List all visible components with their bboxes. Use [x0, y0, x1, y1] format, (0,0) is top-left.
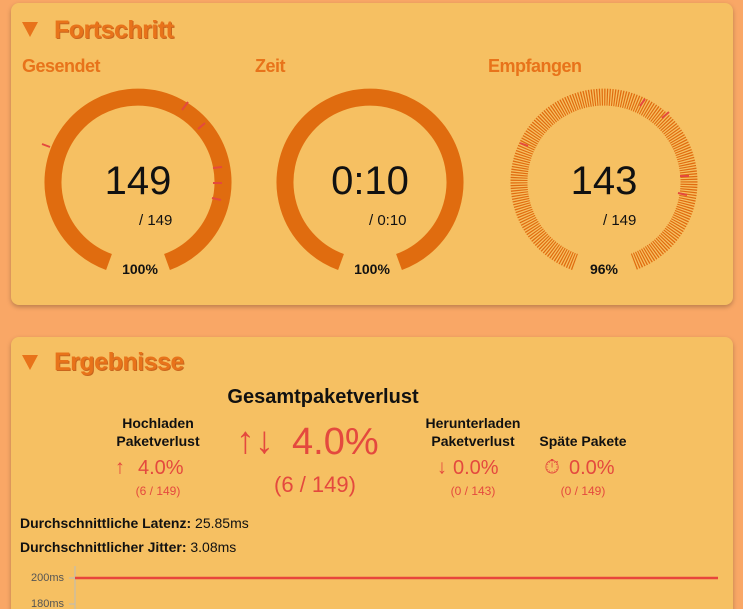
y-tick-label: 200ms	[31, 572, 65, 584]
gauge-label: Empfangen	[488, 56, 582, 76]
value: 25.85ms	[195, 515, 249, 531]
section-title: Ergebnisse	[54, 348, 184, 376]
late-count: (0 / 149)	[560, 484, 606, 498]
gauge-total: / 149	[139, 212, 173, 229]
gauge-total: / 149	[603, 212, 637, 229]
gauge-arcs	[44, 88, 698, 270]
gauge-label: Zeit	[255, 56, 286, 76]
value: 3.08ms	[190, 539, 237, 555]
down-arrow: ↓	[437, 456, 447, 478]
total-loss-value: 4.0%	[292, 421, 379, 463]
text: Paketverlust	[116, 433, 200, 449]
label: Durchschnittlicher Jitter:	[20, 539, 187, 555]
upload-value: 4.0%	[138, 457, 184, 479]
section-title: Fortschritt	[54, 16, 174, 44]
text: Hochladen	[122, 415, 194, 431]
download-count: (0 / 143)	[450, 484, 496, 498]
label: Durchschnittliche Latenz:	[20, 515, 192, 531]
gauge-arc	[44, 88, 232, 270]
gauge-value: 149	[104, 159, 172, 203]
jitter-row: Durchschnittlicher Jitter: 3.08ms	[20, 539, 236, 555]
download-value: 0.0%	[453, 457, 499, 479]
text: Herunterladen	[425, 415, 521, 431]
updown-arrow: ↑↓	[236, 420, 274, 462]
upload-count: (6 / 149)	[135, 484, 181, 498]
latency-chart: 200ms 180ms	[31, 566, 718, 609]
gauge-value: 143	[570, 159, 638, 203]
late-label: Späte Pakete	[539, 433, 627, 449]
text: Paketverlust	[431, 433, 515, 449]
latency-row: Durchschnittliche Latenz: 25.85ms	[20, 515, 249, 531]
gauge-label: Gesendet	[22, 56, 101, 76]
collapse-icons[interactable]	[22, 22, 38, 370]
download-label: Herunterladen Paketverlust	[426, 414, 521, 450]
y-tick-label: 180ms	[31, 598, 65, 609]
late-value: 0.0%	[569, 457, 615, 479]
results-panel	[11, 337, 733, 609]
gauge-value: 0:10	[331, 159, 409, 203]
total-loss-count: (6 / 149)	[274, 472, 356, 497]
gauge-percent: 100%	[354, 261, 390, 277]
up-arrow: ↑	[115, 456, 125, 478]
gauge-total: / 0:10	[369, 212, 407, 229]
gauge-arc	[510, 88, 698, 270]
loss-markers	[41, 98, 689, 201]
total-loss-label: Gesamtpaketverlust	[227, 386, 419, 408]
timer-icon: ⏱	[544, 456, 560, 478]
gauge-percent: 100%	[122, 261, 158, 277]
progress-panel	[11, 3, 733, 305]
upload-label: Hochladen Paketverlust	[116, 414, 199, 450]
gauge-percent: 96%	[589, 261, 619, 277]
gauge-arc	[276, 88, 464, 270]
